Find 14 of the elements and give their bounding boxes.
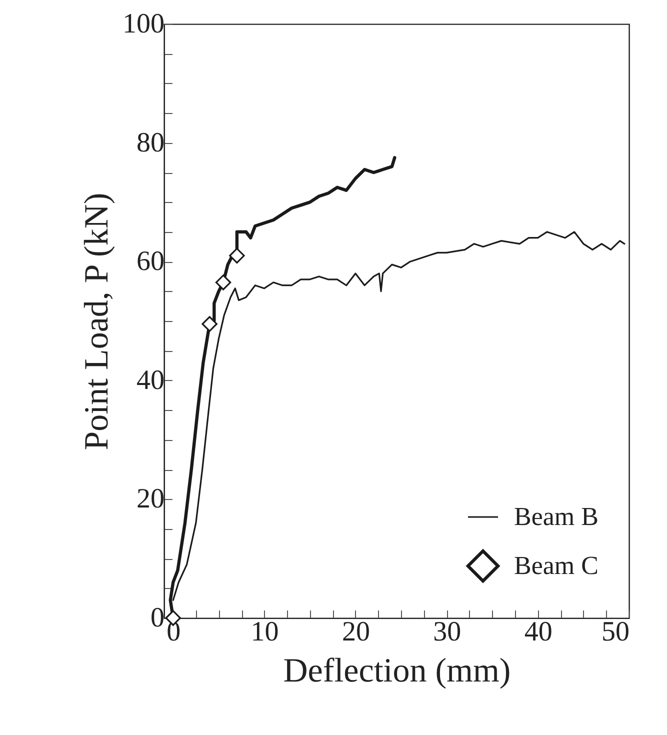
legend-label: Beam B <box>514 502 598 531</box>
x-tick-label: 30 <box>433 616 462 648</box>
y-tick-label: 60 <box>136 246 164 278</box>
x-tick-label: 10 <box>250 616 279 648</box>
y-tick-label: 40 <box>136 364 164 396</box>
y-tick-label: 20 <box>136 484 164 515</box>
x-axis-title: Deflection (mm) <box>283 652 511 690</box>
y-axis-title: Point Load, P (kN) <box>78 192 116 450</box>
y-tick-label: 100 <box>122 8 164 40</box>
x-tick-label: 20 <box>342 616 370 648</box>
y-tick-label: 80 <box>136 127 164 158</box>
x-tick-label: 40 <box>524 616 552 648</box>
x-tick-label: 50 <box>602 616 630 648</box>
legend-label: Beam C <box>514 551 598 580</box>
